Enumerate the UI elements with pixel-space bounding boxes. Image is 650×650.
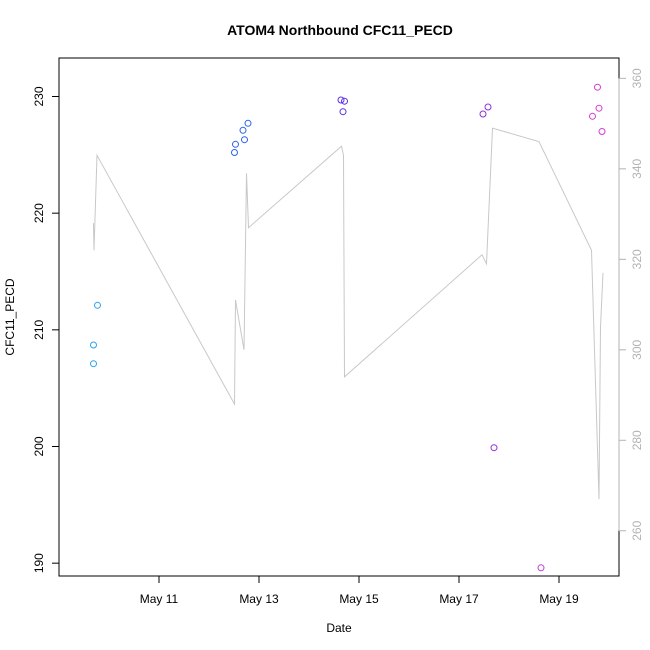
data-point [339, 108, 347, 116]
y-tick-label: 220 [32, 203, 46, 223]
x-tick-label: May 17 [439, 592, 479, 606]
x-axis-label: Date [326, 621, 352, 635]
data-point [244, 119, 252, 127]
y2-tick-label: 340 [630, 159, 644, 179]
data-point [595, 104, 603, 112]
reference-line-layer [93, 127, 604, 500]
y2-tick-label: 320 [630, 249, 644, 269]
data-point [337, 96, 345, 104]
data-point [589, 112, 596, 120]
y2-tick-label: 300 [630, 339, 644, 359]
data-point [231, 149, 238, 156]
data-point [479, 110, 487, 118]
data-points-layer [90, 83, 606, 572]
right-y-axis: 260 280 300 320 340 360 [618, 68, 644, 541]
series-line [93, 127, 604, 500]
left-y-axis: 190 200 210 220 230 [32, 86, 60, 573]
y2-tick-label: 360 [630, 68, 644, 88]
x-axis: May 11 May 13 May 15 May 17 May 19 [140, 575, 579, 606]
y2-tick-label: 280 [630, 430, 644, 450]
x-tick-label: May 13 [239, 592, 279, 606]
data-point [241, 136, 248, 144]
data-point [598, 128, 606, 135]
x-tick-label: May 19 [539, 592, 579, 606]
y-tick-label: 210 [32, 320, 46, 340]
data-point [94, 301, 101, 309]
x-tick-label: May 15 [339, 592, 379, 606]
y-axis-label: CFC11_PECD [3, 278, 17, 355]
y2-tick-label: 260 [630, 520, 644, 540]
data-point [594, 83, 601, 91]
x-tick-label: May 11 [140, 592, 179, 606]
data-point [232, 140, 239, 148]
chart-title: ATOM4 Northbound CFC11_PECD [227, 22, 453, 38]
y-tick-label: 190 [32, 553, 46, 573]
data-point [239, 126, 247, 134]
y-tick-label: 200 [32, 436, 46, 456]
y-tick-label: 230 [32, 86, 46, 106]
data-point [490, 444, 498, 452]
data-point [341, 97, 348, 105]
data-point [90, 341, 97, 349]
data-point [537, 564, 545, 572]
data-point [484, 103, 492, 111]
plot-frame [58, 57, 620, 577]
data-point [90, 360, 97, 368]
